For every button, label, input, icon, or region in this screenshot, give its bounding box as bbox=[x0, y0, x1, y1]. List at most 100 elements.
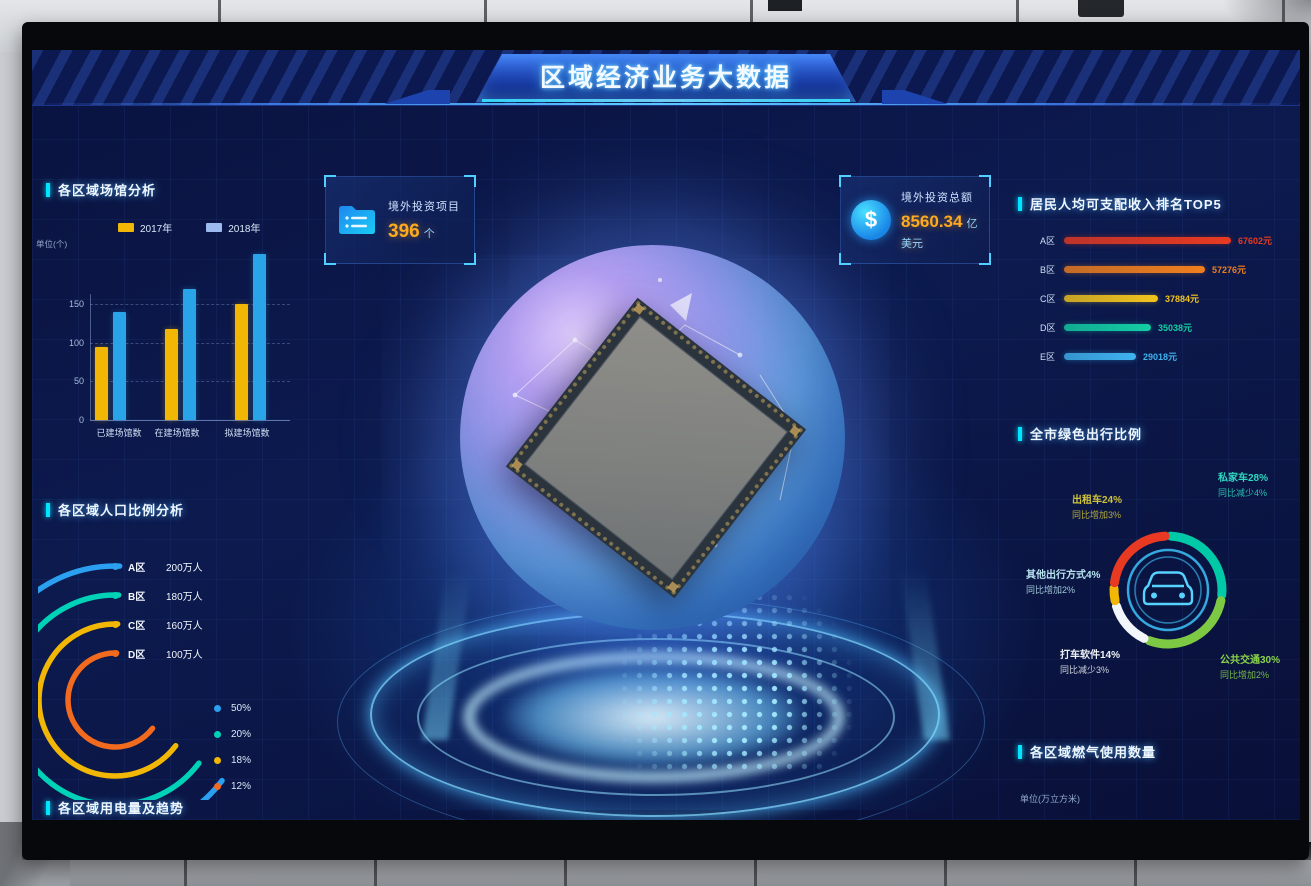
income-bar bbox=[1064, 236, 1231, 244]
corner-bracket bbox=[324, 175, 336, 187]
page-title: 区域经济业务大数据 bbox=[539, 64, 792, 92]
population-row: C区 160万人 bbox=[112, 617, 203, 632]
panel-population-analysis: 各区域人口比例分析 A区 200万人 B区 180万人 C区 160万人 bbox=[38, 488, 350, 800]
panel-income-top5: 居民人均可支配收入排名TOP5 A区 67602元 B区 57276元 C区 3… bbox=[1010, 188, 1300, 414]
series-dot bbox=[112, 620, 119, 628]
panel-electricity-trend: 各区域用电量及趋势 bbox=[38, 790, 338, 818]
category-label: 已建场馆数 bbox=[96, 428, 142, 438]
legend-item-2018: 2018年 bbox=[206, 220, 261, 235]
slice-label-taxi: 出租车24% 同比增加3% bbox=[1072, 495, 1123, 520]
folder-icon bbox=[339, 206, 375, 234]
title-accent-bar bbox=[46, 800, 50, 815]
income-bar bbox=[1064, 265, 1205, 273]
series-dot bbox=[112, 649, 119, 657]
population-row: B区 180万人 bbox=[112, 588, 203, 603]
donut-slice-公共交通 bbox=[1144, 596, 1226, 649]
income-row: B区 57276元 bbox=[1040, 264, 1247, 275]
legend-dot bbox=[214, 730, 221, 738]
stat-card-investment-projects: 境外投资项目 396 个 bbox=[324, 175, 476, 265]
slice-label-ride-hailing: 打车软件14% 同比减少3% bbox=[1060, 650, 1121, 675]
legend-swatch bbox=[206, 223, 223, 232]
y-tick-label: 150 bbox=[68, 299, 84, 310]
bar-2017年 bbox=[95, 346, 108, 420]
population-row: D区 100万人 bbox=[112, 646, 203, 661]
title-accent-bar bbox=[1018, 196, 1022, 211]
donut-slice-打车软件 bbox=[1111, 601, 1149, 643]
dollar-icon: $ bbox=[851, 200, 891, 240]
bar-2018年 bbox=[113, 311, 126, 420]
title-accent-bar bbox=[1018, 744, 1022, 759]
income-row: E区 29018元 bbox=[1040, 351, 1178, 362]
y-axis-line bbox=[90, 294, 91, 420]
donut-slice-出租车 bbox=[1110, 531, 1170, 588]
y-tick-label: 50 bbox=[73, 376, 84, 387]
section-title: 各区域用电量及趋势 bbox=[46, 798, 184, 817]
donut-slice-私家车 bbox=[1166, 531, 1227, 600]
title-banner: 区域经济业务大数据 bbox=[476, 54, 856, 102]
dashboard-screen: 区域经济业务大数据 bbox=[32, 50, 1300, 820]
population-radial-chart bbox=[38, 563, 225, 800]
section-title: 各区域人口比例分析 bbox=[46, 500, 184, 519]
corner-bracket bbox=[979, 253, 991, 265]
percent-legend-row: 20% bbox=[214, 728, 251, 740]
wall-object bbox=[768, 0, 802, 11]
unit-label: 单位(万立方米) bbox=[1020, 794, 1080, 804]
stat-label: 境外投资项目 bbox=[388, 200, 460, 213]
income-row: C区 37884元 bbox=[1040, 293, 1200, 304]
panel-green-travel: 全市绿色出行比例 出租车24% 同比增加3% bbox=[1010, 416, 1300, 726]
population-arc-D区 bbox=[65, 650, 156, 750]
income-row: A区 67602元 bbox=[1040, 235, 1273, 246]
stat-value: 8560.34 亿美元 bbox=[901, 211, 978, 250]
legend-swatch bbox=[118, 223, 134, 232]
tv-bezel: 区域经济业务大数据 bbox=[22, 22, 1309, 860]
corner-bracket bbox=[979, 175, 991, 187]
legend-dot bbox=[214, 782, 221, 790]
bar-2018年 bbox=[253, 253, 266, 420]
section-title: 各区域燃气使用数量 bbox=[1018, 742, 1156, 761]
corner-bracket bbox=[839, 253, 851, 265]
section-title: 居民人均可支配收入排名TOP5 bbox=[1018, 194, 1222, 213]
income-bar bbox=[1064, 323, 1151, 331]
slice-label-other: 其他出行方式4% 同比增加2% bbox=[1026, 570, 1101, 595]
section-title: 全市绿色出行比例 bbox=[1018, 424, 1142, 443]
venue-bar-chart: 0 50 100 150 bbox=[38, 166, 338, 496]
legend-item-2017: 2017年 bbox=[118, 220, 172, 235]
y-tick-label: 0 bbox=[78, 415, 84, 425]
corner-bracket bbox=[324, 253, 336, 265]
slice-label-private-car: 私家车28% 同比减少4% bbox=[1218, 473, 1269, 498]
category-label: 拟建场馆数 bbox=[224, 428, 270, 438]
income-row: D区 35038元 bbox=[1040, 322, 1193, 333]
stat-label: 境外投资总额 bbox=[901, 191, 973, 204]
corner-bracket bbox=[839, 175, 851, 187]
percent-legend-row: 12% bbox=[214, 780, 251, 792]
title-accent-bar bbox=[1018, 426, 1022, 441]
population-row: A区 200万人 bbox=[112, 559, 203, 574]
car-ring-inner bbox=[1134, 556, 1202, 624]
legend-dot bbox=[214, 704, 221, 712]
car-ring-outer bbox=[1126, 548, 1210, 632]
venue-chart-legend: 2017年 2018年 bbox=[118, 220, 261, 235]
green-travel-donut-chart bbox=[1109, 531, 1227, 649]
header-wing-left bbox=[384, 90, 450, 104]
slice-label-public-transit: 公共交通30% 同比增加2% bbox=[1220, 655, 1281, 680]
percent-legend-row: 50% bbox=[214, 702, 251, 714]
unit-label: 单位(个) bbox=[36, 239, 68, 249]
income-bar bbox=[1064, 352, 1136, 360]
corner-bracket bbox=[464, 175, 476, 187]
y-tick-label: 100 bbox=[68, 337, 84, 348]
population-arc-B区 bbox=[38, 592, 202, 800]
bar-2017年 bbox=[165, 328, 178, 420]
section-title: 各区域场馆分析 bbox=[46, 180, 156, 199]
population-arc-C区 bbox=[38, 621, 179, 779]
income-bar bbox=[1064, 294, 1158, 302]
header-divider-line bbox=[32, 103, 1300, 105]
title-accent-bar bbox=[46, 182, 50, 197]
panel-venue-analysis: 各区域场馆分析 2017年 2018年 单位(个) 0 50 100 150 已建场馆… bbox=[36, 166, 338, 496]
population-arc-A区 bbox=[38, 563, 225, 800]
corner-bracket bbox=[464, 253, 476, 265]
desk-surface bbox=[0, 860, 1311, 886]
header-wing-right bbox=[882, 90, 948, 104]
bar-2017年 bbox=[235, 304, 248, 420]
percent-legend-row: 18% bbox=[214, 754, 251, 766]
